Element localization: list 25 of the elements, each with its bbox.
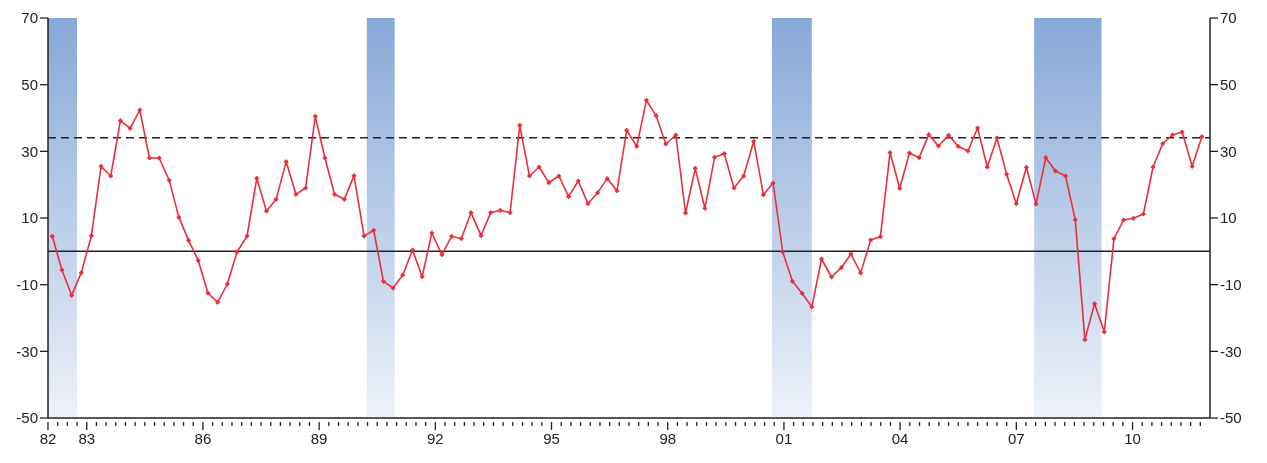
- x-tick-label: 04: [891, 430, 909, 447]
- x-tick-label: 92: [426, 430, 444, 447]
- y2-tick-label: 10: [1220, 209, 1237, 227]
- y2-tick-label: -30: [1220, 342, 1242, 360]
- x-tick-label: 86: [194, 430, 212, 447]
- y-tick-label: -10: [16, 275, 38, 293]
- y2-tick-label: 50: [1220, 75, 1237, 93]
- x-tick-label: 82: [39, 430, 57, 447]
- x-tick-label: 07: [1007, 430, 1025, 447]
- x-tick-label: 89: [310, 430, 328, 447]
- y2-tick-label: 30: [1220, 142, 1237, 160]
- x-tick-label: 01: [775, 430, 793, 447]
- x-tick-label: 10: [1124, 430, 1141, 447]
- y-tick-label: -50: [16, 409, 38, 427]
- y-tick-label: 50: [21, 75, 38, 93]
- y-tick-label: 30: [21, 142, 38, 160]
- x-tick-label: 98: [659, 430, 677, 447]
- y-tick-label: 10: [21, 209, 38, 227]
- x-tick-label: 83: [78, 430, 96, 447]
- y-tick-label: 70: [21, 9, 38, 27]
- x-tick-label: 95: [543, 430, 560, 447]
- y-tick-label: -30: [16, 342, 38, 360]
- y2-tick-label: 70: [1220, 9, 1237, 27]
- y2-tick-label: -10: [1220, 275, 1242, 293]
- y2-tick-label: -50: [1220, 409, 1242, 427]
